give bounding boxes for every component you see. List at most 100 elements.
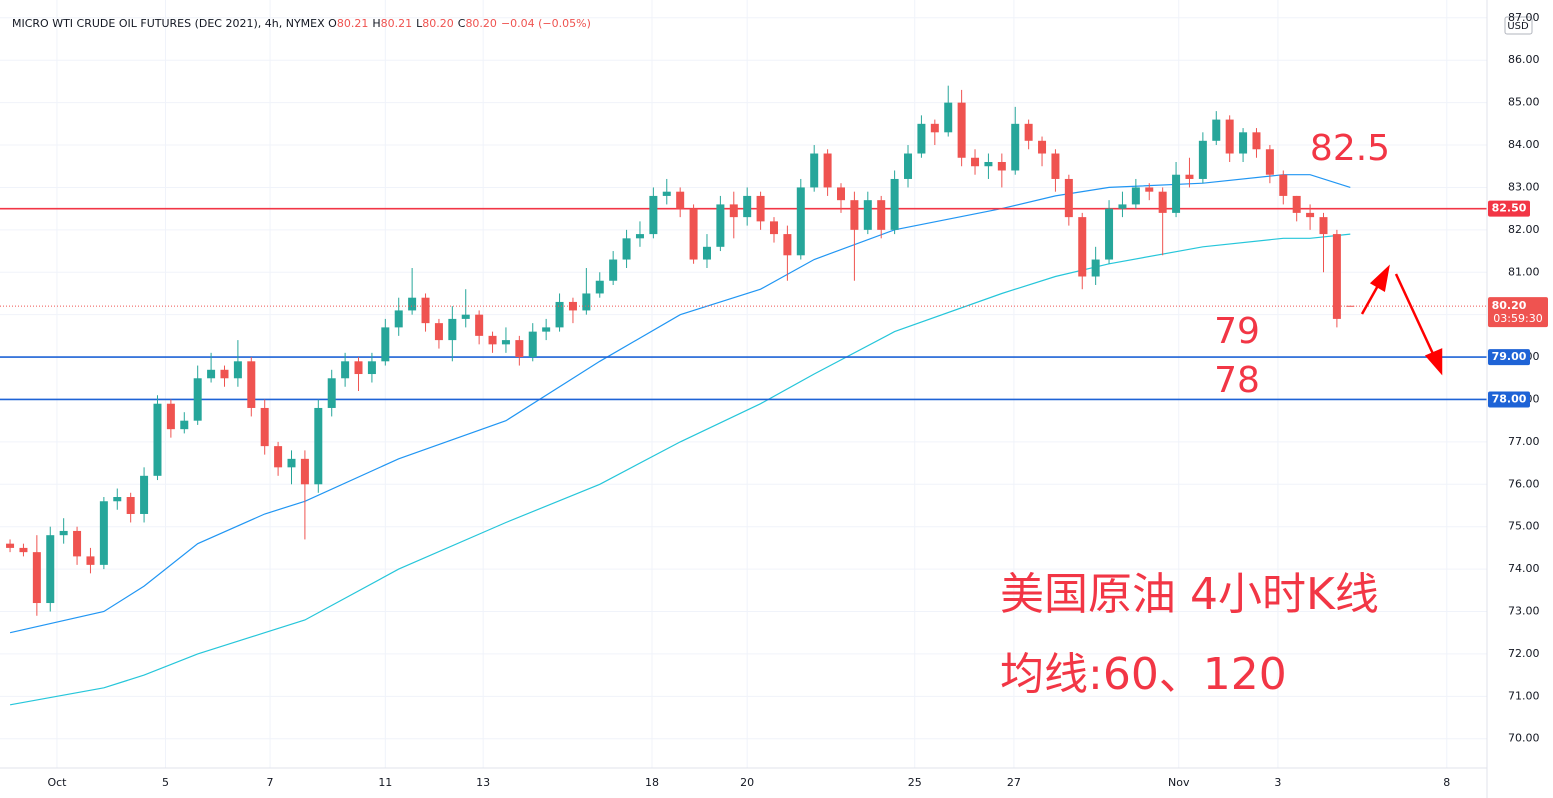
currency-label: USD — [1507, 21, 1529, 32]
candle-body — [153, 403, 162, 476]
candle-body — [930, 123, 939, 133]
x-tick-label: 13 — [476, 776, 490, 789]
y-tick-label: 83.00 — [1508, 180, 1540, 193]
candle-body — [341, 361, 350, 379]
candle-body — [1064, 178, 1073, 218]
candle-body — [367, 361, 376, 375]
x-tick-label: 20 — [740, 776, 754, 789]
candle-body — [1105, 208, 1114, 260]
forecast-arrow — [1360, 264, 1443, 376]
ohlc-value: 80.20 — [422, 17, 454, 30]
candle-body — [260, 407, 269, 447]
candle-body — [756, 195, 765, 222]
y-tick-label: 85.00 — [1508, 96, 1540, 109]
x-tick-label: 27 — [1007, 776, 1021, 789]
level-label: 82.50 — [1492, 202, 1527, 215]
candle-body — [837, 187, 846, 201]
x-tick-label: Nov — [1168, 776, 1190, 789]
candle-body — [1239, 132, 1248, 154]
candle-body — [32, 552, 41, 604]
last-price-box — [1488, 297, 1548, 328]
candle-body — [1265, 149, 1274, 175]
x-tick-label: 25 — [908, 776, 922, 789]
candle-body — [595, 280, 604, 294]
candle-body — [823, 153, 832, 188]
candle-body — [555, 301, 564, 328]
candle-body — [528, 331, 537, 358]
x-tick-label: 11 — [378, 776, 392, 789]
candle-body — [1198, 140, 1207, 179]
annotation: 79 — [1214, 311, 1260, 352]
y-tick-label: 74.00 — [1508, 562, 1540, 575]
y-tick-label: 81.00 — [1508, 265, 1540, 278]
level-label-box — [1488, 349, 1530, 366]
level-label: 78.00 — [1492, 392, 1527, 405]
arrow-up-head — [1369, 264, 1390, 292]
candle-body — [863, 200, 872, 230]
candle-body — [6, 543, 15, 548]
y-tick-label: 71.00 — [1508, 689, 1540, 702]
candle-body — [327, 378, 336, 408]
candle-body — [434, 323, 443, 341]
candle-body — [957, 102, 966, 158]
candle-body — [850, 200, 859, 230]
candle-body — [86, 556, 95, 565]
candle-body — [676, 191, 685, 209]
x-tick-label: 18 — [645, 776, 659, 789]
candle-body — [501, 340, 510, 345]
ohlc-value: 80.21 — [336, 17, 369, 30]
candle-body — [1038, 140, 1047, 154]
candle-body — [1158, 191, 1167, 213]
candle-body — [904, 153, 913, 179]
candle-body — [233, 361, 242, 379]
candle-body — [475, 314, 484, 336]
x-tick-label: 7 — [267, 776, 274, 789]
candle-body — [126, 497, 135, 514]
candle-body — [1118, 204, 1127, 209]
ohlc-value: 80.20 — [465, 17, 497, 30]
countdown-label: 03:59:30 — [1493, 312, 1542, 325]
y-tick-label: 70.00 — [1508, 732, 1540, 745]
candle-body — [1319, 217, 1328, 235]
candle-body — [1145, 187, 1154, 192]
candle-body — [1078, 217, 1087, 277]
candle-body — [609, 259, 618, 281]
candle-body — [448, 318, 457, 341]
candle-body — [354, 361, 363, 375]
candle-body — [1306, 212, 1315, 218]
candle-body — [113, 497, 122, 502]
candle-body — [702, 246, 711, 260]
candle-body — [207, 369, 216, 379]
candle-body — [287, 458, 296, 468]
x-tick-label: 3 — [1274, 776, 1281, 789]
candle-body — [729, 204, 738, 218]
ohlc-key: H — [372, 17, 381, 30]
candle-body — [649, 195, 658, 235]
candle-body — [1279, 174, 1288, 196]
plot-area — [0, 85, 1487, 706]
candle-body — [1185, 174, 1194, 179]
candle-body — [247, 361, 256, 408]
ohlc-values: O80.21 H80.21 L80.20 C80.20 −0.04 (−0.05%) — [328, 17, 595, 30]
candle-body — [890, 178, 899, 230]
candle-body — [1225, 119, 1234, 154]
candle-body — [917, 123, 926, 154]
ohlc-value: 80.21 — [380, 17, 413, 30]
candle-body — [421, 297, 430, 324]
candle-body — [542, 327, 551, 332]
candle-body — [1131, 187, 1140, 205]
y-tick-label: 86.00 — [1508, 53, 1540, 66]
candle-body — [515, 340, 524, 358]
candle-body — [662, 191, 671, 196]
candle-body — [99, 501, 108, 565]
candle-body — [488, 335, 497, 345]
candle-body — [582, 293, 591, 311]
candle-body — [971, 157, 980, 167]
x-tick-label: 8 — [1443, 776, 1450, 789]
candle-body — [1024, 123, 1033, 141]
ohlc-key: O — [328, 17, 337, 30]
ohlc-value: −0.04 (−0.05%) — [500, 17, 591, 30]
candle-body — [314, 407, 323, 485]
annotation: 均线:60、120 — [1000, 649, 1287, 700]
